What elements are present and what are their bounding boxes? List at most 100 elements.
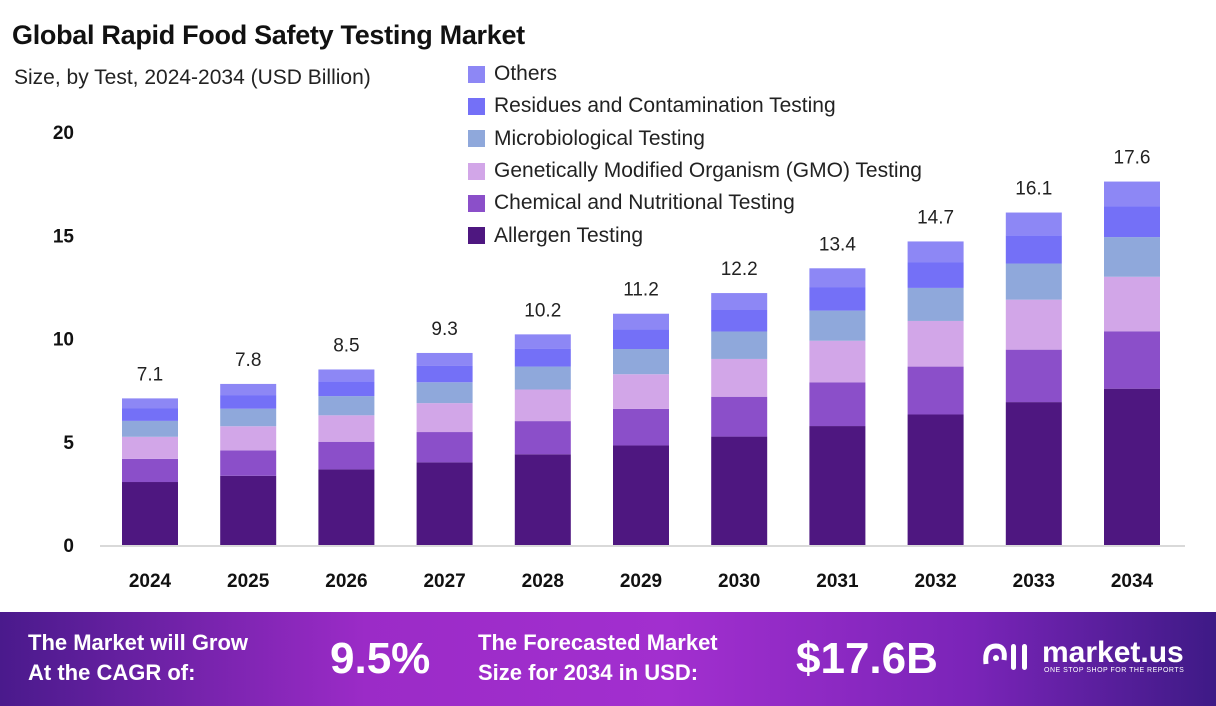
- bar-segment-genetically-modified-organism-gmo-testing-2031: [809, 340, 866, 383]
- y-tick-label: 20: [53, 123, 74, 144]
- legend-item: Allergen Testing: [468, 219, 922, 251]
- legend-label: Allergen Testing: [494, 223, 644, 247]
- bar-segment-residues-and-contamination-testing-2030: [711, 310, 768, 332]
- bar-segment-allergen-testing-2027: [416, 462, 473, 545]
- bar-segment-others-2025: [220, 383, 277, 396]
- total-data-label: 9.3: [431, 319, 457, 340]
- y-tick-label: 0: [63, 536, 74, 557]
- legend: Others Residues and Contamination Testing…: [468, 58, 922, 252]
- bar-segment-allergen-testing-2025: [220, 475, 277, 545]
- bar-segment-others-2026: [318, 369, 375, 382]
- bar-segment-microbiological-testing-2033: [1005, 263, 1062, 300]
- bar-segment-others-2030: [711, 293, 768, 311]
- bar-segment-allergen-testing-2028: [514, 454, 571, 545]
- cagr-value: 9.5%: [330, 634, 431, 683]
- cagr-label: The Market will Grow At the CAGR of:: [28, 628, 248, 688]
- legend-swatch: [468, 65, 485, 83]
- bar-segment-chemical-and-nutritional-testing-2027: [416, 432, 473, 463]
- chart-title: Global Rapid Food Safety Testing Market: [12, 20, 525, 50]
- cagr-label-line2: At the CAGR of:: [28, 660, 196, 685]
- x-tick-label: 2026: [325, 571, 367, 592]
- total-data-label: 13.4: [819, 234, 856, 255]
- chart-subtitle: Size, by Test, 2024-2034 (USD Billion): [14, 66, 371, 89]
- y-tick-label: 5: [63, 433, 74, 454]
- x-tick-label: 2024: [129, 571, 172, 592]
- legend-label: Others: [494, 62, 558, 86]
- bar-segment-residues-and-contamination-testing-2026: [318, 381, 375, 397]
- bar-segment-microbiological-testing-2026: [318, 396, 375, 416]
- x-tick-label: 2032: [914, 571, 956, 592]
- legend-item: Microbiological Testing: [468, 123, 922, 155]
- legend-label: Microbiological Testing: [494, 126, 705, 150]
- bar-segment-genetically-modified-organism-gmo-testing-2027: [416, 403, 473, 433]
- y-tick-label: 15: [53, 226, 75, 247]
- legend-label: Genetically Modified Organism (GMO) Test…: [494, 159, 922, 183]
- forecast-value: $17.6B: [796, 634, 938, 683]
- x-tick-label: 2029: [620, 571, 662, 592]
- total-data-label: 16.1: [1015, 179, 1052, 200]
- bar-segment-microbiological-testing-2034: [1104, 237, 1160, 277]
- bar-segment-genetically-modified-organism-gmo-testing-2029: [613, 374, 669, 409]
- bar-segment-microbiological-testing-2029: [613, 349, 669, 375]
- bar-segment-allergen-testing-2026: [318, 469, 375, 545]
- total-data-label: 17.6: [1114, 148, 1151, 169]
- total-data-label: 14.7: [917, 207, 954, 228]
- x-tick-label: 2033: [1013, 571, 1055, 592]
- total-data-label: 12.2: [721, 259, 758, 280]
- bar-segment-genetically-modified-organism-gmo-testing-2028: [514, 389, 571, 422]
- cagr-label-line1: The Market will Grow: [28, 630, 249, 655]
- forecast-label: The Forecasted Market Size for 2034 in U…: [478, 628, 718, 688]
- bar-segment-others-2031: [809, 268, 866, 288]
- bar-segment-residues-and-contamination-testing-2028: [514, 348, 571, 367]
- total-data-label: 11.2: [623, 280, 659, 301]
- bar-segment-others-2024: [122, 398, 178, 409]
- bar-segment-others-2029: [613, 313, 669, 330]
- legend-swatch: [468, 130, 485, 148]
- legend-item: Residues and Contamination Testing: [468, 90, 922, 122]
- y-tick-label: 10: [53, 330, 74, 351]
- bar-segment-genetically-modified-organism-gmo-testing-2024: [122, 436, 178, 459]
- x-tick-label: 2027: [423, 571, 465, 592]
- marketus-logo: market.us ONE STOP SHOP FOR THE REPORTS: [980, 636, 1184, 676]
- bar-segment-microbiological-testing-2027: [416, 382, 473, 404]
- bar-segment-chemical-and-nutritional-testing-2032: [907, 366, 964, 415]
- x-tick-label: 2034: [1111, 571, 1154, 592]
- legend-item: Others: [468, 58, 922, 90]
- x-tick-label: 2030: [718, 571, 760, 592]
- logo-name: market.us: [1042, 635, 1184, 669]
- bar-segment-allergen-testing-2032: [907, 414, 964, 545]
- legend-swatch: [468, 97, 485, 115]
- bar-segment-chemical-and-nutritional-testing-2029: [613, 408, 669, 446]
- logo-icon: [983, 643, 1027, 670]
- legend-item: Genetically Modified Organism (GMO) Test…: [468, 155, 922, 187]
- bar-segment-genetically-modified-organism-gmo-testing-2033: [1005, 299, 1062, 350]
- bar-segment-residues-and-contamination-testing-2027: [416, 365, 473, 383]
- bar-segment-genetically-modified-organism-gmo-testing-2032: [907, 320, 964, 367]
- bar-segment-allergen-testing-2029: [613, 445, 669, 545]
- bar-segment-residues-and-contamination-testing-2024: [122, 408, 178, 421]
- bar-segment-genetically-modified-organism-gmo-testing-2030: [711, 358, 768, 397]
- bar-segment-allergen-testing-2030: [711, 436, 768, 545]
- bar-segment-residues-and-contamination-testing-2029: [613, 329, 669, 350]
- bar-segment-residues-and-contamination-testing-2034: [1104, 206, 1160, 238]
- x-tick-label: 2031: [816, 571, 859, 592]
- bar-segment-residues-and-contamination-testing-2031: [809, 287, 866, 311]
- bar-segment-chemical-and-nutritional-testing-2034: [1104, 331, 1160, 389]
- bar-segment-genetically-modified-organism-gmo-testing-2026: [318, 415, 375, 442]
- bar-segment-chemical-and-nutritional-testing-2028: [514, 421, 571, 455]
- bar-segment-allergen-testing-2031: [809, 426, 866, 545]
- legend-label: Residues and Contamination Testing: [494, 94, 836, 118]
- bar-segment-allergen-testing-2034: [1104, 388, 1160, 545]
- legend-item: Chemical and Nutritional Testing: [468, 187, 922, 219]
- total-data-label: 8.5: [333, 335, 359, 356]
- legend-swatch: [468, 162, 485, 180]
- footer-banner: The Market will Grow At the CAGR of: 9.5…: [0, 612, 1216, 706]
- total-data-label: 7.1: [137, 364, 163, 385]
- x-tick-label: 2028: [522, 571, 564, 592]
- forecast-label-line2: Size for 2034 in USD:: [478, 660, 699, 685]
- bar-segment-chemical-and-nutritional-testing-2026: [318, 441, 375, 470]
- bar-segment-microbiological-testing-2031: [809, 310, 866, 341]
- bar-segment-microbiological-testing-2030: [711, 331, 768, 359]
- legend-swatch: [468, 194, 485, 212]
- bar-segment-chemical-and-nutritional-testing-2033: [1005, 349, 1062, 403]
